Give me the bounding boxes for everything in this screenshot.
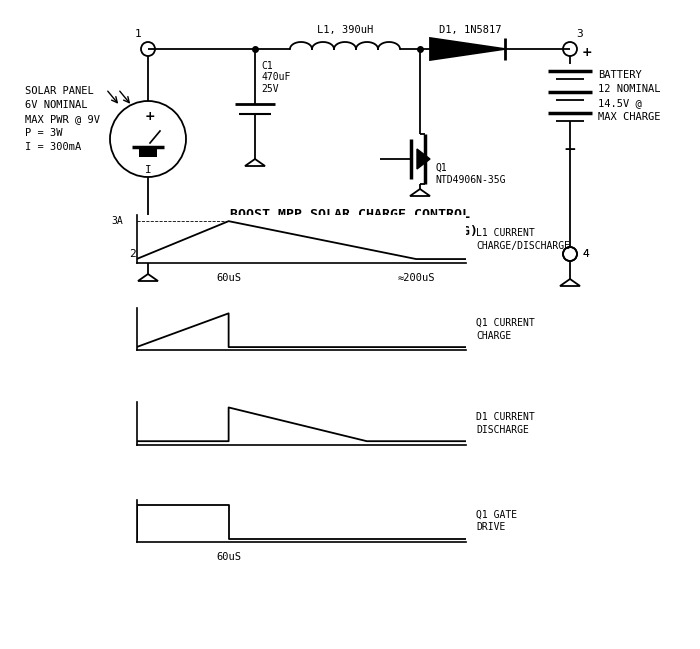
- Text: I: I: [145, 165, 151, 175]
- Text: −: −: [564, 142, 576, 157]
- Text: 4: 4: [582, 249, 589, 259]
- Polygon shape: [417, 149, 430, 169]
- Text: Q1
NTD4906N-35G: Q1 NTD4906N-35G: [435, 163, 505, 185]
- Text: 2: 2: [130, 249, 136, 259]
- Text: D1 CURRENT
DISCHARGE: D1 CURRENT DISCHARGE: [476, 412, 535, 435]
- Text: +: +: [145, 110, 155, 123]
- Text: 60uS: 60uS: [216, 552, 241, 562]
- Text: ≈200uS: ≈200uS: [398, 273, 435, 283]
- Polygon shape: [560, 279, 580, 286]
- Polygon shape: [138, 274, 158, 281]
- Text: 1: 1: [134, 29, 141, 39]
- Text: SOLAR PANEL
6V NOMINAL
MAX PWR @ 9V
P = 3W
I = 300mA: SOLAR PANEL 6V NOMINAL MAX PWR @ 9V P = …: [25, 86, 100, 152]
- Text: C1
470uF
25V: C1 470uF 25V: [261, 61, 290, 94]
- Text: 3A: 3A: [111, 216, 123, 226]
- Text: 3: 3: [577, 29, 583, 39]
- Text: Q1 GATE
DRIVE: Q1 GATE DRIVE: [476, 509, 517, 532]
- Text: L1, 390uH: L1, 390uH: [317, 25, 373, 35]
- Text: BATTERY
12 NOMINAL
14.5V @
MAX CHARGE: BATTERY 12 NOMINAL 14.5V @ MAX CHARGE: [598, 70, 661, 122]
- Text: (MPP = MAX POWER POINT TRACKING): (MPP = MAX POWER POINT TRACKING): [222, 225, 478, 238]
- Text: 60uS: 60uS: [216, 273, 241, 283]
- Polygon shape: [430, 38, 505, 60]
- Bar: [139, 149, 157, 157]
- Polygon shape: [410, 189, 430, 196]
- Polygon shape: [245, 159, 265, 166]
- Text: Q1 CURRENT
CHARGE: Q1 CURRENT CHARGE: [476, 318, 535, 341]
- Text: BOOST MPP SOLAR CHARGE CONTROL: BOOST MPP SOLAR CHARGE CONTROL: [230, 208, 470, 221]
- Text: L1 CURRENT
CHARGE/DISCHARGE: L1 CURRENT CHARGE/DISCHARGE: [476, 228, 570, 251]
- Text: D1, 1N5817: D1, 1N5817: [439, 25, 501, 35]
- Text: +: +: [582, 47, 593, 60]
- Text: 4: 4: [582, 249, 589, 259]
